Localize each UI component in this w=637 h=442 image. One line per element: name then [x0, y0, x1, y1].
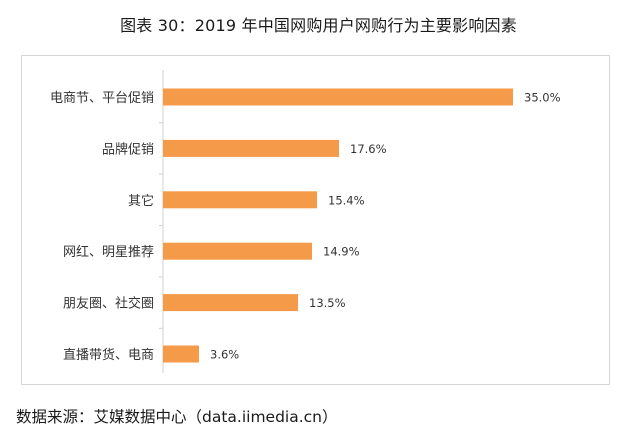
bar: [163, 139, 339, 157]
value-label: 3.6%: [210, 348, 239, 362]
data-source: 数据来源：艾媒数据中心（data.iimedia.cn）: [16, 408, 338, 426]
bar: [163, 345, 199, 363]
category-label: 朋友圈、社交圈: [63, 296, 154, 312]
category-label: 直播带货、电商: [63, 347, 154, 363]
bar: [163, 88, 513, 106]
bar: [163, 242, 312, 260]
chart-title: 图表 30：2019 年中国网购用户网购行为主要影响因素: [120, 16, 517, 35]
value-label: 17.6%: [350, 142, 387, 156]
category-label: 品牌促销: [102, 141, 154, 157]
bar: [163, 191, 317, 209]
category-label: 网红、明星推荐: [63, 244, 154, 260]
bar-chart: 电商节、平台促销 35.0% 品牌促销 17.6% 其它 15.4% 网红、明星推荐 14.9…: [50, 70, 561, 373]
category-label: 其它: [128, 193, 154, 209]
value-label: 13.5%: [309, 296, 346, 310]
chart-area: 电商节、平台促销 35.0% 品牌促销 17.6% 其它 15.4% 网红、明星推荐 14.9…: [21, 55, 610, 385]
value-label: 35.0%: [524, 91, 561, 105]
category-label: 电商节、平台促销: [50, 91, 154, 106]
value-label: 14.9%: [323, 245, 360, 259]
value-label: 15.4%: [328, 193, 365, 207]
bar: [163, 294, 298, 312]
